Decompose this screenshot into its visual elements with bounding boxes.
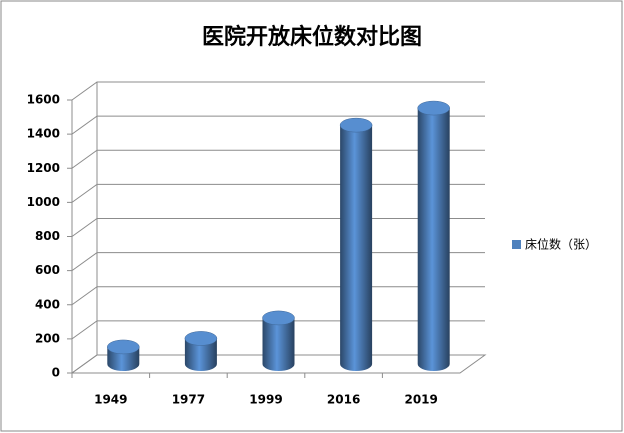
x-tick-label: 1977 <box>172 393 205 407</box>
y-tick-label: 1600 <box>27 93 60 107</box>
y-tick-label: 1200 <box>27 161 60 175</box>
x-tick-label: 1999 <box>249 393 282 407</box>
y-tick-label: 0 <box>52 366 60 380</box>
bar <box>184 331 218 372</box>
bar-top <box>184 331 218 346</box>
x-tick-label: 1949 <box>94 393 127 407</box>
y-tick-label: 400 <box>35 297 60 311</box>
y-tick-label: 1000 <box>27 195 60 209</box>
x-tick-label: 2016 <box>327 393 360 407</box>
y-tick-label: 600 <box>35 263 60 277</box>
legend-swatch <box>512 240 521 249</box>
bar <box>262 310 295 372</box>
bar-body <box>184 338 217 372</box>
grid-line <box>71 81 485 101</box>
bar-body <box>417 108 450 372</box>
y-tick-label: 200 <box>35 331 60 345</box>
bar <box>107 339 140 372</box>
chart-title: 医院开放床位数对比图 <box>202 24 422 50</box>
bar-top <box>262 310 295 326</box>
grid-line <box>71 115 485 135</box>
bar-body <box>262 317 295 372</box>
legend-label: 床位数（张） <box>525 237 597 252</box>
bar <box>339 117 373 372</box>
bar-top <box>339 117 373 133</box>
bar-top <box>417 100 450 116</box>
x-tick-label: 2019 <box>404 393 437 407</box>
y-tick-label: 1400 <box>27 127 60 141</box>
y-tick-label: 800 <box>35 229 60 243</box>
bar-body <box>340 125 373 372</box>
bar-top <box>107 339 140 355</box>
bar <box>417 100 450 372</box>
